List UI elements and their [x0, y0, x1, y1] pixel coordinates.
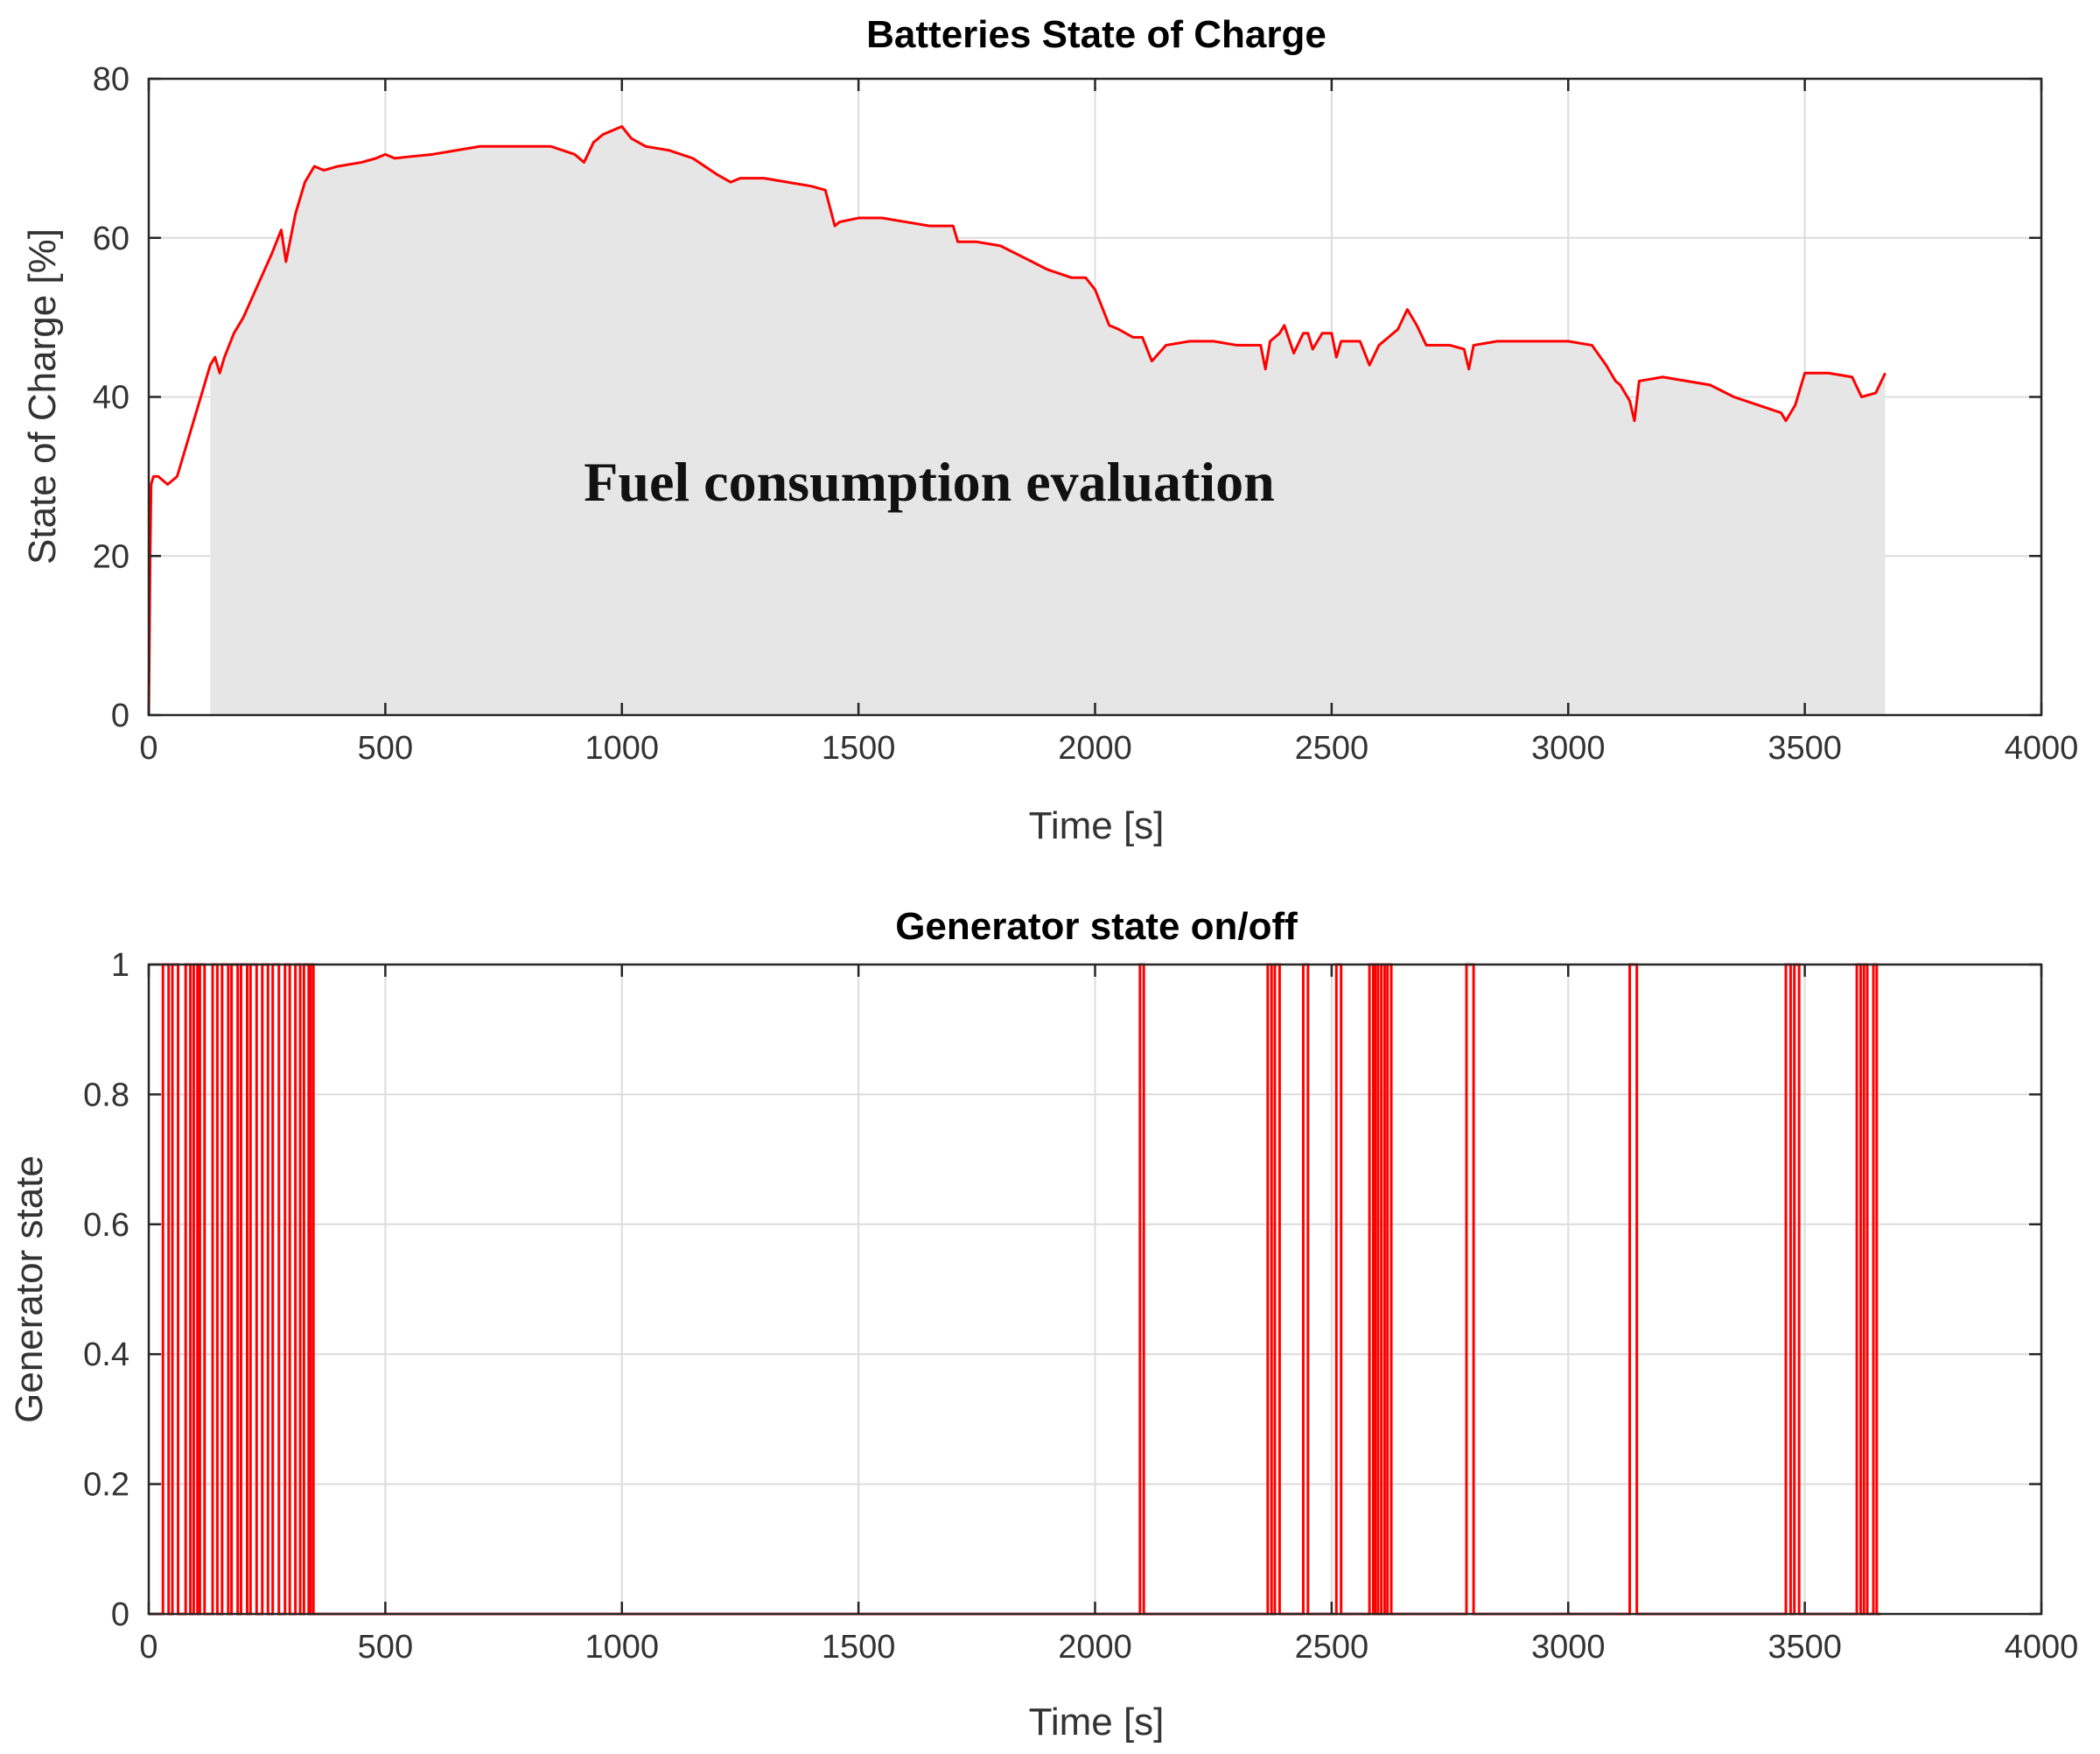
x-tick-label: 2500: [1295, 730, 1369, 767]
x-tick-label: 4000: [2005, 730, 2079, 767]
x-tick-label: 500: [358, 1629, 413, 1666]
y-tick-label: 0: [111, 1596, 130, 1633]
x-tick-label: 2500: [1295, 1629, 1369, 1666]
generator-y-tick-labels: 0 0.2 0.4 0.6 0.8 1: [83, 947, 130, 1633]
x-tick-label: 1000: [584, 730, 659, 767]
x-tick-label: 1500: [822, 730, 896, 767]
x-tick-label: 1500: [822, 1629, 896, 1666]
generator-x-tick-labels: 0 500 1000 1500 2000 2500 3000 3500 4000: [139, 1629, 2078, 1666]
x-tick-label: 2000: [1058, 730, 1132, 767]
x-tick-label: 0: [139, 730, 158, 767]
generator-x-axis-label: Time [s]: [1029, 1701, 1165, 1743]
generator-grid: [148, 964, 2042, 1615]
x-tick-label: 3000: [1531, 730, 1606, 767]
soc-x-tick-labels: 0 500 1000 1500 2000 2500 3000 3500 4000: [139, 730, 2078, 767]
x-tick-label: 3500: [1768, 1629, 1842, 1666]
y-tick-label: 0.8: [83, 1077, 130, 1113]
generator-chart-title: Generator state on/off: [895, 905, 1298, 948]
soc-y-axis-label: State of Charge [%]: [21, 228, 64, 565]
y-tick-label: 0.4: [83, 1337, 130, 1373]
y-tick-label: 80: [93, 61, 130, 98]
x-tick-label: 0: [139, 1629, 158, 1666]
soc-x-axis-label: Time [s]: [1029, 804, 1165, 847]
soc-series-line: [147, 125, 1886, 716]
generator-chart: Generator state on/off 0 500 1000 1500 2000 2…: [8, 905, 2078, 1743]
y-tick-label: 1: [111, 947, 130, 984]
x-tick-label: 3000: [1531, 1629, 1606, 1666]
y-tick-label: 0.6: [83, 1207, 130, 1244]
x-tick-label: 500: [358, 730, 413, 767]
x-tick-label: 2000: [1058, 1629, 1132, 1666]
y-tick-label: 0: [111, 698, 130, 734]
x-tick-label: 3500: [1768, 730, 1842, 767]
x-tick-label: 4000: [2005, 1629, 2079, 1666]
y-tick-label: 60: [93, 221, 130, 257]
fuel-consumption-shaded-area: [210, 126, 1886, 715]
fuel-consumption-annotation: Fuel consumption evaluation: [584, 451, 1274, 513]
generator-y-axis-label: Generator state: [8, 1155, 51, 1423]
y-tick-label: 0.2: [83, 1467, 130, 1504]
y-tick-label: 20: [93, 538, 130, 575]
generator-ticks: [147, 963, 2043, 1616]
generator-series-line: [149, 963, 1881, 1616]
soc-ticks: [147, 77, 2043, 717]
x-tick-label: 1000: [584, 1629, 659, 1666]
soc-y-tick-labels: 0 20 40 60 80: [93, 61, 130, 734]
y-tick-label: 40: [93, 380, 130, 417]
soc-chart-title: Batteries State of Charge: [866, 13, 1326, 56]
soc-chart: Batteries State of Charge Fuel consumpti…: [21, 13, 2078, 847]
